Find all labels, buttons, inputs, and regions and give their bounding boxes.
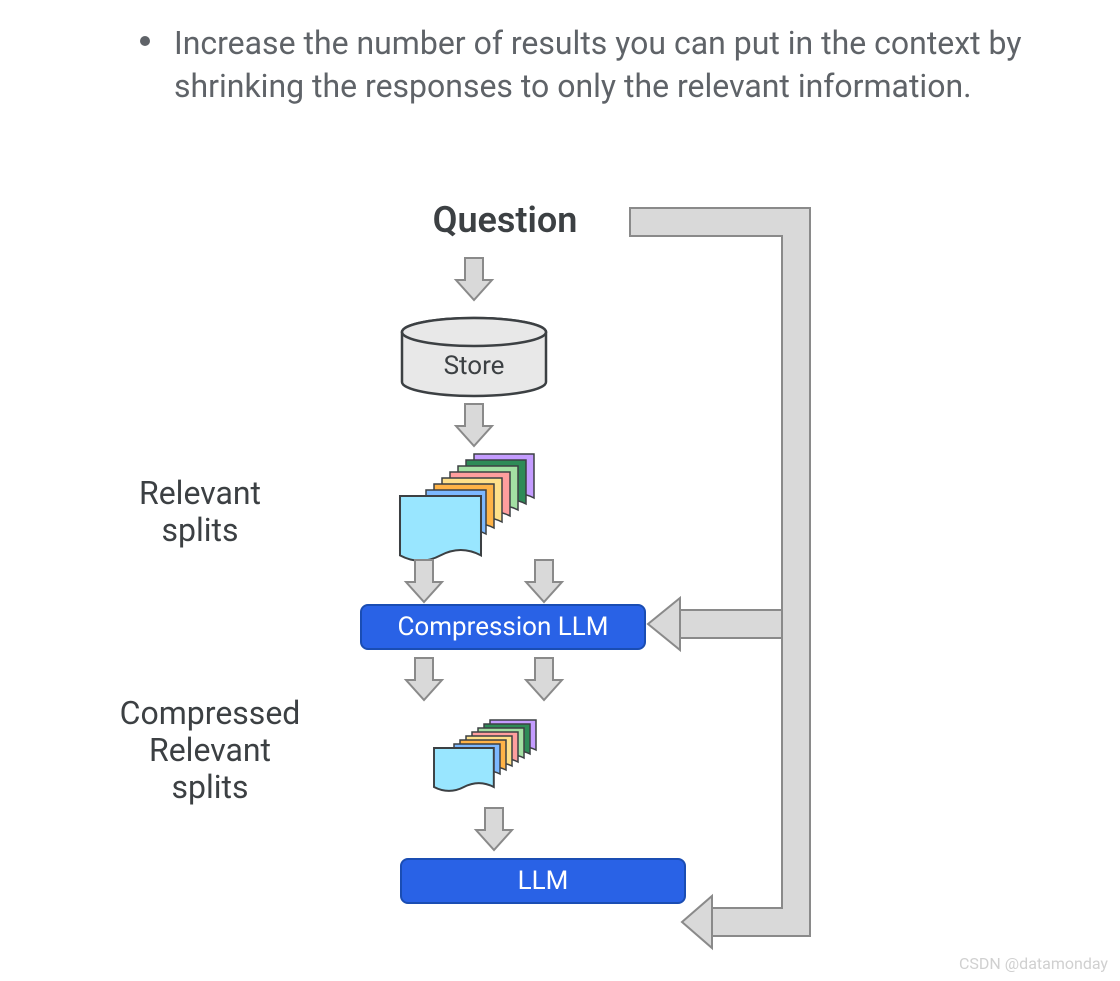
store-label: Store [402,352,546,382]
arrow-csplits-llm-icon [476,808,512,850]
compressed-relevant-splits-label: Compressed Relevant splits [80,695,340,805]
arrow-comp-csplits-1-icon [406,658,442,700]
arrow-question-store-icon [456,258,492,300]
arrow-store-splits-icon [456,404,492,446]
compression-llm-box: Compression LLM [360,604,646,650]
compressed-splits-stack-icon [434,720,536,791]
bullet-item: Increase the number of results you can p… [140,22,1074,108]
watermark-text: CSDN @datamonday [959,954,1108,973]
arrow-splits-comp-1-icon [406,560,442,602]
diagram-svg [0,200,1120,960]
flow-diagram: Question [0,200,1120,960]
bullet-dot-icon [140,36,150,46]
relevant-splits-label: Relevant splits [100,475,300,549]
llm-box: LLM [400,858,686,904]
llm-label: LLM [518,866,569,896]
arrow-comp-csplits-2-icon [526,658,562,700]
compression-llm-label: Compression LLM [397,612,608,642]
relevant-splits-stack-icon [400,454,534,561]
bypass-to-compression-arrow-icon [648,598,782,650]
bullet-text: Increase the number of results you can p… [174,22,1074,108]
bypass-arrow-icon [630,208,810,948]
arrow-splits-comp-2-icon [526,560,562,602]
